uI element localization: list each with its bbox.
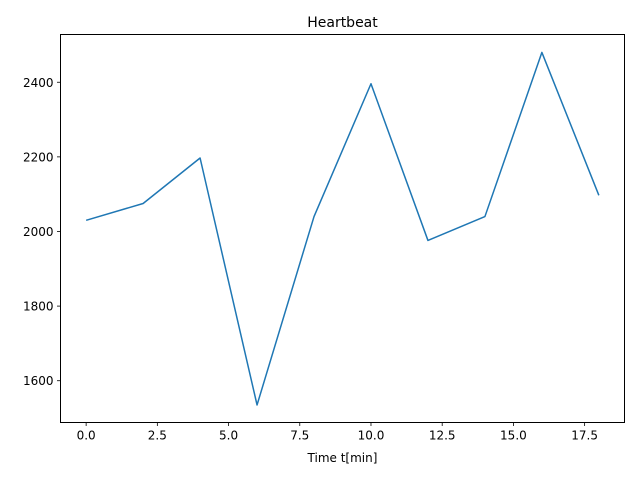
y-tick-label: 2400	[23, 76, 54, 90]
series-layer	[85, 51, 600, 406]
x-axis-ticks: 0.0 2.5 5.0 7.5 10.0 12.5 15.0 17.5	[77, 422, 598, 443]
plot-area-frame	[60, 34, 625, 423]
x-tick-label: 5.0	[219, 429, 238, 443]
y-tick-label: 2200	[23, 150, 54, 164]
x-axis-label: Time t[min]	[307, 451, 378, 465]
x-tick-label: 12.5	[429, 429, 456, 443]
series-line	[85, 51, 600, 406]
chart-title: Heartbeat	[307, 15, 378, 31]
x-tick-label: 17.5	[571, 429, 598, 443]
x-tick-label: 10.0	[358, 429, 385, 443]
y-tick-label: 2000	[23, 225, 54, 239]
y-axis-ticks: 1600 1800 2000 2200 2400	[23, 76, 61, 388]
x-tick-label: 0.0	[77, 429, 96, 443]
x-tick-label: 15.0	[500, 429, 527, 443]
y-tick-label: 1800	[23, 300, 54, 314]
y-tick-label: 1600	[23, 374, 54, 388]
x-tick-label: 2.5	[148, 429, 167, 443]
x-tick-label: 7.5	[290, 429, 309, 443]
